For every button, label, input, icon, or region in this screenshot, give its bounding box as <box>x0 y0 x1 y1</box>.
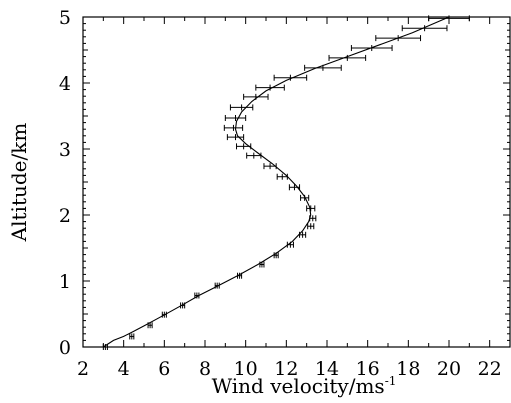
y-tick-label: 4 <box>59 73 71 95</box>
error-bar <box>214 282 220 289</box>
x-tick-label: 4 <box>118 358 130 380</box>
error-bar <box>299 231 307 238</box>
error-bar <box>306 205 316 212</box>
y-tick-label: 5 <box>59 7 71 29</box>
error-bar <box>161 311 167 318</box>
error-bar <box>246 152 262 159</box>
y-tick-label: 3 <box>59 139 71 161</box>
y-axis-title: Altitude/km <box>7 123 31 243</box>
error-bar <box>286 241 294 248</box>
error-bar <box>229 104 254 111</box>
error-bar <box>102 344 108 350</box>
error-bar <box>273 252 279 259</box>
error-bar <box>300 194 310 201</box>
error-bar <box>276 173 288 180</box>
error-bar <box>273 74 308 81</box>
x-tick-label: 6 <box>158 358 170 380</box>
error-bar <box>243 93 269 100</box>
x-tick-label: 16 <box>356 358 380 380</box>
error-bar <box>307 223 315 230</box>
error-bar <box>259 261 265 268</box>
fitted-curve-line <box>103 16 450 348</box>
error-bar <box>224 114 247 121</box>
x-tick-label: 14 <box>315 358 339 380</box>
error-bar <box>375 35 422 42</box>
error-bar <box>328 54 367 61</box>
y-tick-label: 2 <box>59 205 71 227</box>
error-bar <box>304 64 342 71</box>
x-axis-title-superscript: -1 <box>385 374 397 388</box>
error-bar <box>129 333 135 340</box>
error-bar <box>401 25 448 32</box>
error-bar <box>236 143 252 150</box>
x-axis-title-text: Wind velocity/ms <box>212 374 385 398</box>
error-bar <box>237 272 243 279</box>
x-axis-title: Wind velocity/ms-1 <box>212 374 397 398</box>
error-bar <box>147 322 153 329</box>
plot-frame <box>82 16 511 348</box>
x-tick-label: 10 <box>234 358 258 380</box>
x-tick-label: 22 <box>478 358 502 380</box>
fitted-curve <box>103 16 450 348</box>
y-tick-label: 1 <box>59 271 71 293</box>
error-bar <box>223 124 244 131</box>
x-tick-label: 20 <box>437 358 461 380</box>
y-tick-labels: 0 1 2 3 4 5 <box>59 7 71 359</box>
error-bar <box>263 163 277 170</box>
error-bar <box>226 134 245 141</box>
x-tick-label: 2 <box>77 358 89 380</box>
x-tick-labels: 2 4 6 8 10 12 14 16 18 20 22 <box>77 358 502 380</box>
error-bar <box>428 15 470 22</box>
error-bar <box>350 45 393 52</box>
error-bar <box>194 292 200 299</box>
x-tick-label: 18 <box>396 358 420 380</box>
error-bar <box>180 302 186 309</box>
error-bars <box>102 15 470 350</box>
x-tick-label: 12 <box>274 358 298 380</box>
error-bar <box>309 215 317 222</box>
error-bar <box>288 184 301 191</box>
x-tick-label: 8 <box>199 358 211 380</box>
axis-ticks <box>82 16 511 348</box>
y-tick-label: 0 <box>59 337 71 359</box>
error-bar <box>255 84 285 91</box>
